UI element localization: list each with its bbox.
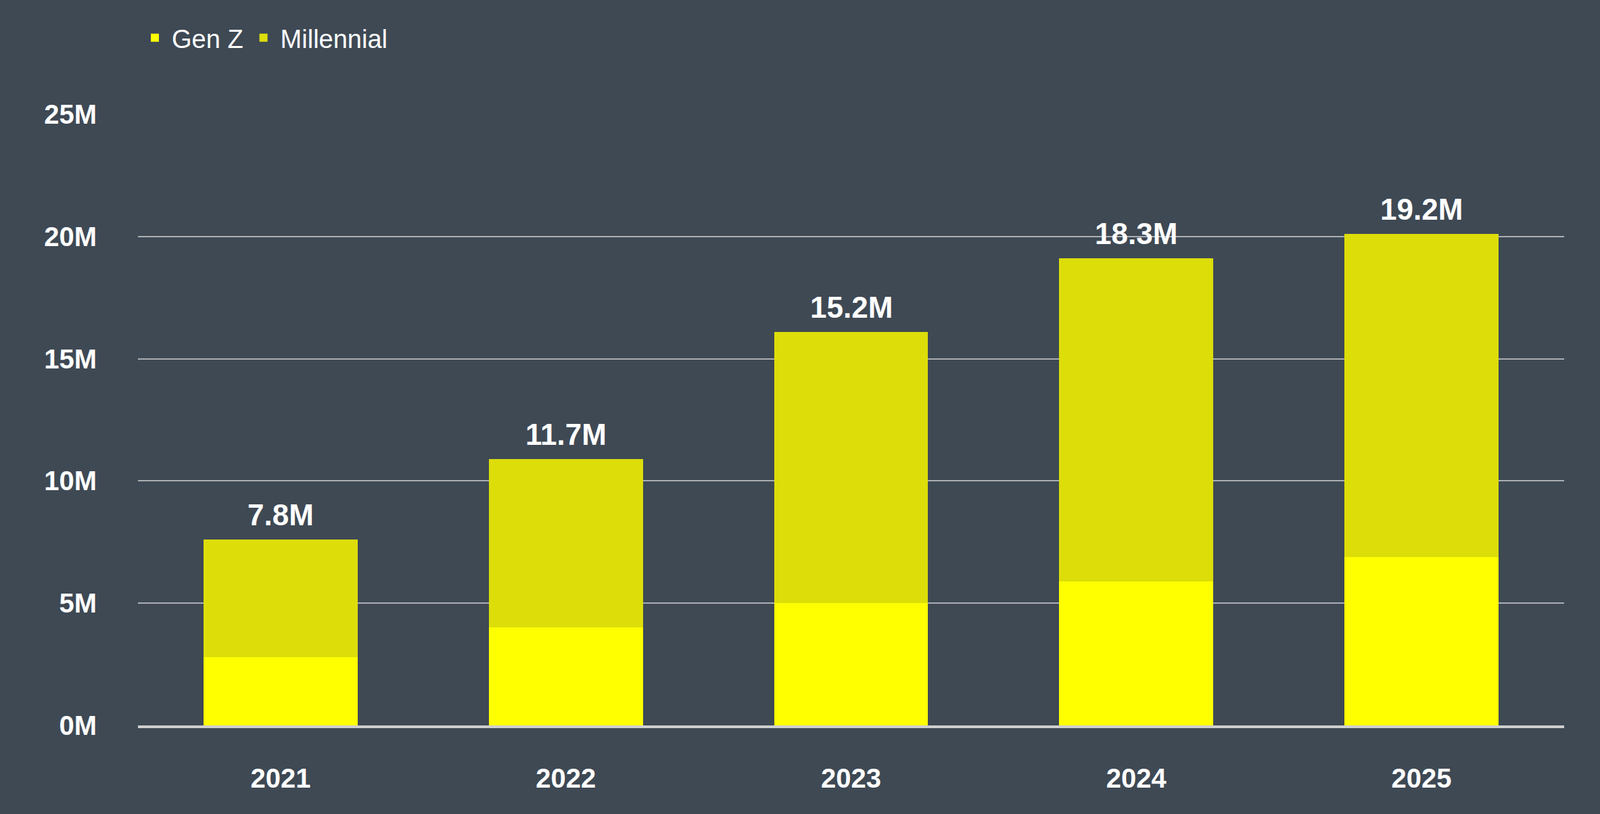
svg-text:7.8M: 7.8M bbox=[247, 498, 314, 532]
svg-text:2021: 2021 bbox=[250, 763, 311, 794]
svg-text:11.7M: 11.7M bbox=[525, 417, 607, 452]
svg-text:25M: 25M bbox=[43, 99, 97, 130]
svg-text:Gen Z: Gen Z bbox=[171, 25, 244, 54]
svg-text:20M: 20M bbox=[43, 221, 97, 252]
svg-text:2023: 2023 bbox=[820, 763, 882, 794]
svg-text:10M: 10M bbox=[43, 465, 97, 496]
svg-text:15.2M: 15.2M bbox=[810, 290, 893, 324]
svg-text:0M: 0M bbox=[58, 710, 97, 741]
svg-text:19.2M: 19.2M bbox=[1380, 192, 1463, 226]
svg-text:Millennial: Millennial bbox=[280, 25, 388, 54]
svg-text:2022: 2022 bbox=[535, 763, 596, 794]
svg-text:15M: 15M bbox=[43, 344, 97, 374]
svg-text:18.3M: 18.3M bbox=[1094, 217, 1178, 251]
svg-text:5M: 5M bbox=[58, 588, 97, 619]
svg-text:2025: 2025 bbox=[1391, 763, 1452, 794]
svg-text:2024: 2024 bbox=[1106, 763, 1168, 794]
